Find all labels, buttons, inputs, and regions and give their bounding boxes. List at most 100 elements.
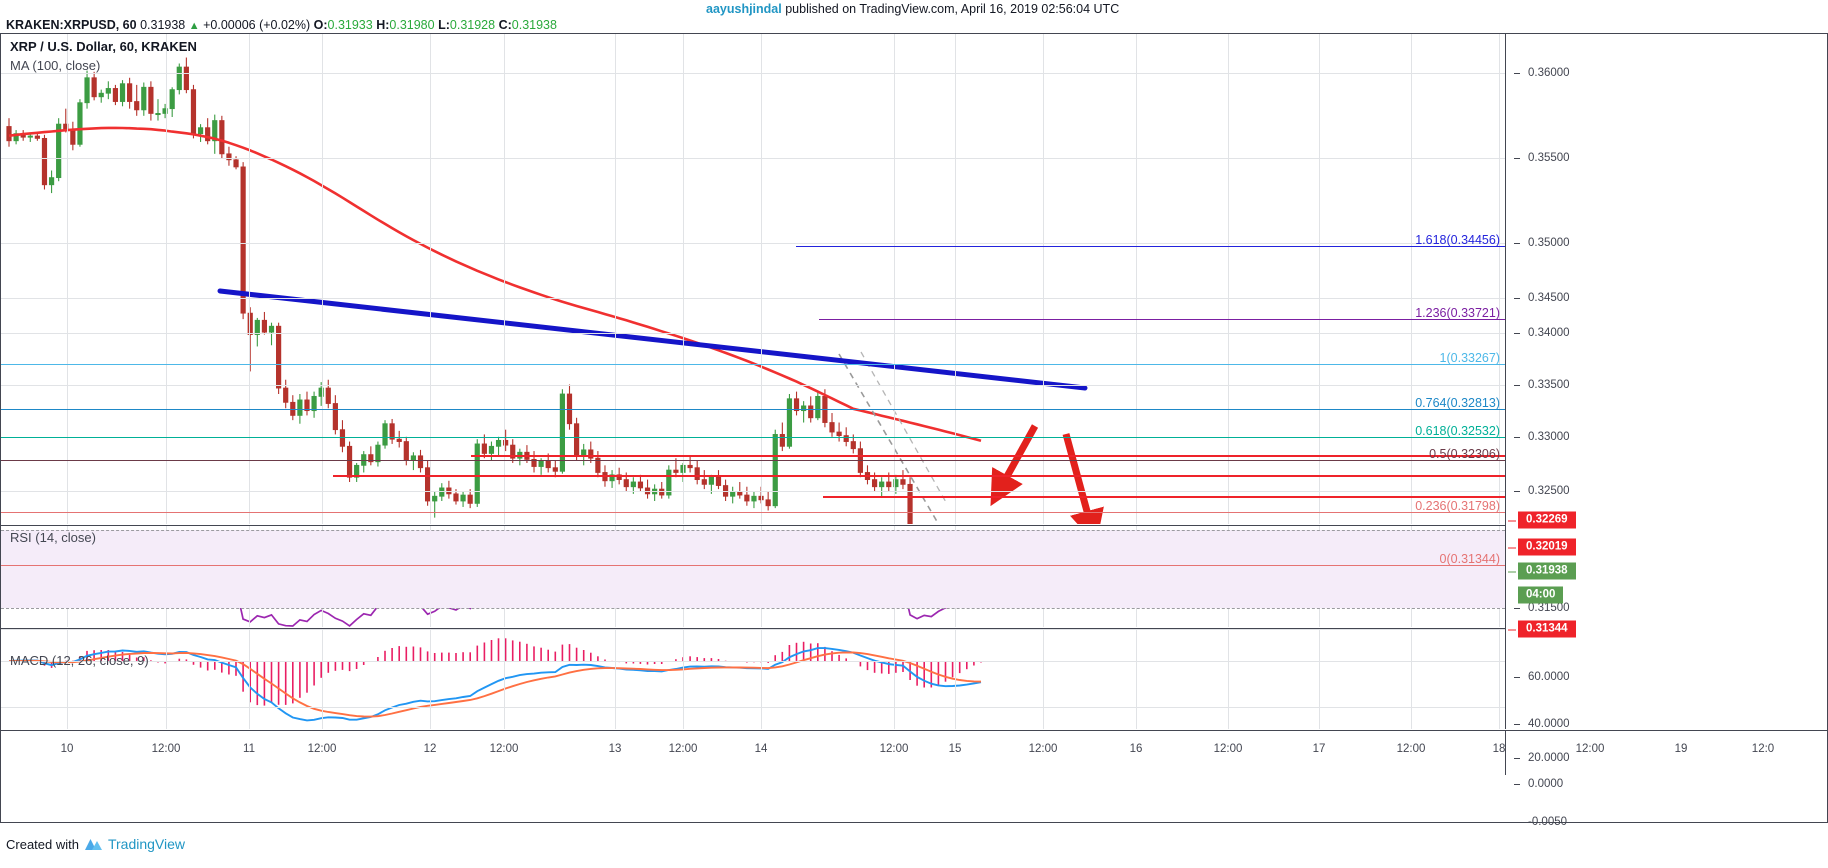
tradingview-brand-label[interactable]: TradingView (107, 836, 186, 852)
gridline-v (249, 34, 250, 524)
time-tick-label: 18 (1492, 743, 1506, 755)
time-tick-label: 14 (754, 743, 768, 755)
tick-dash (1514, 491, 1520, 492)
gridline-h (1, 629, 1505, 630)
rsi-overbought-oversold-band (1, 529, 1505, 609)
price-scale[interactable]: 0.36000 0.35500 0.35000 0.34500 0.34000 0.335… (1505, 34, 1828, 828)
price-tick: -0.0050 (1514, 816, 1567, 828)
gridline-v (894, 629, 895, 729)
tick-dash (1514, 677, 1520, 678)
tick-dash (1514, 243, 1520, 244)
gridline-h (1, 298, 1505, 299)
close-label: C: (498, 18, 512, 32)
gridline-v (504, 629, 505, 729)
gridline-v (1411, 629, 1412, 729)
open-value: 0.31933 (327, 18, 373, 32)
gridline-v (955, 34, 956, 524)
fib-line-0.764(0.32813)[interactable] (1, 409, 1505, 410)
gridline-v (894, 34, 895, 524)
dashed-channel-line-2 (860, 351, 948, 505)
fib-line-1.236(0.33721)[interactable] (819, 319, 1505, 320)
gridline-h (1, 707, 1505, 709)
fib-line-1(0.33267)[interactable] (1, 364, 1505, 365)
price-pane-title: XRP / U.S. Dollar, 60, KRAKEN (10, 39, 197, 54)
time-tick-label: 16 (1129, 743, 1143, 755)
gridline-v (1136, 629, 1137, 729)
price-tick: 0.35000 (1514, 237, 1570, 249)
price-badge: 0.31938 (1508, 562, 1576, 580)
gridline-h (1, 491, 1505, 492)
price-tick: 20.0000 (1514, 752, 1570, 764)
chart-header: aayushjindal published on TradingView.co… (0, 0, 1828, 32)
fib-label-1.618(0.34456): 1.618(0.34456) (1415, 233, 1500, 247)
tick-dash (1514, 437, 1520, 438)
fib-line-1.618(0.34456)[interactable] (796, 246, 1505, 247)
time-tick-label: 12:00 (307, 743, 337, 755)
fib-label-0(0.31344): 0(0.31344) (1439, 552, 1500, 566)
low-label: L: (438, 18, 450, 32)
gridline-v (683, 34, 684, 524)
price-badge: 0.31344 (1508, 620, 1576, 638)
author-link[interactable]: aayushjindal (706, 2, 782, 16)
badge-dash (1508, 547, 1516, 548)
support-line-1[interactable] (333, 475, 1505, 477)
macd-signal-line (8, 651, 982, 718)
high-value: 0.31980 (389, 18, 435, 32)
quote-line: KRAKEN:XRPUSD, 60 0.31938 ▲ +0.00006 (+0… (6, 18, 557, 32)
timeaxis-scale-separator (1505, 731, 1506, 775)
tick-dash (1514, 158, 1520, 159)
gridline-h (1, 333, 1505, 334)
fib-label-0.5(0.32306): 0.5(0.32306) (1429, 447, 1500, 461)
publish-text: published on TradingView.com, April 16, … (781, 2, 1120, 16)
gridline-v (504, 34, 505, 524)
price-tick: 0.34500 (1514, 292, 1570, 304)
price-badge: 0.32019 (1508, 538, 1576, 556)
support-line-2[interactable] (823, 496, 1505, 498)
gridline-v (1499, 34, 1500, 524)
arrow-right (1062, 433, 1104, 524)
gridline-v (761, 34, 762, 524)
rsi-upper-dashed-line (1, 529, 1505, 531)
gridline-v (430, 34, 431, 524)
symbol-label[interactable]: KRAKEN:XRPUSD, 60 (6, 18, 137, 32)
gridline-v (615, 629, 616, 729)
tick-dash (1514, 724, 1520, 725)
up-triangle-icon: ▲ (188, 20, 200, 32)
badge-dash (1508, 629, 1516, 630)
time-tick-label: 19 (1674, 743, 1688, 755)
time-tick-label: 12:00 (489, 743, 519, 755)
high-label: H: (376, 18, 390, 32)
gridline-v (1319, 34, 1320, 524)
tick-dash (1514, 298, 1520, 299)
fib-line-0.236(0.31798)[interactable] (1, 512, 1505, 513)
time-axis[interactable]: 10 12:00 11 12:00 12 12:00 13 12:00 14 12:00 15 12:… (1, 730, 1828, 775)
gridline-v (249, 629, 250, 729)
low-value: 0.31928 (449, 18, 496, 32)
macd-plot (8, 638, 982, 722)
macd-pane[interactable]: MACD (12, 26, close, 9) (1, 628, 1505, 729)
time-tick-label: 11 (243, 743, 255, 755)
rsi-pane[interactable]: RSI (14, close) (1, 525, 1505, 627)
macd-legend: MACD (12, 26, close, 9) (10, 653, 149, 668)
footer-credit: Created with TradingView (6, 836, 185, 852)
fib-line-0.5(0.32306)[interactable] (1, 460, 1505, 461)
tick-dash (1514, 758, 1520, 759)
fib-line-0(0.31344)[interactable] (1, 565, 1505, 566)
price-tick: 0.31500 (1514, 602, 1570, 614)
support-line-0[interactable] (471, 455, 1505, 457)
resistance-trendline[interactable] (217, 288, 1088, 391)
price-pane[interactable]: XRP / U.S. Dollar, 60, KRAKEN MA (100, c… (1, 34, 1505, 524)
tick-dash (1514, 784, 1520, 785)
time-tick-label: 10 (60, 743, 74, 755)
macd-line (8, 647, 982, 722)
fib-line-0.618(0.32532)[interactable] (1, 437, 1505, 438)
tick-dash (1514, 608, 1520, 609)
gridline-v (683, 629, 684, 729)
gridline-v (955, 629, 956, 729)
price-tick: 0.36000 (1514, 67, 1570, 79)
fib-label-0.764(0.32813): 0.764(0.32813) (1415, 396, 1500, 410)
fib-label-1.236(0.33721): 1.236(0.33721) (1415, 306, 1500, 320)
time-tick-label: 12 (423, 743, 437, 755)
price-tick: 0.34000 (1514, 327, 1570, 339)
